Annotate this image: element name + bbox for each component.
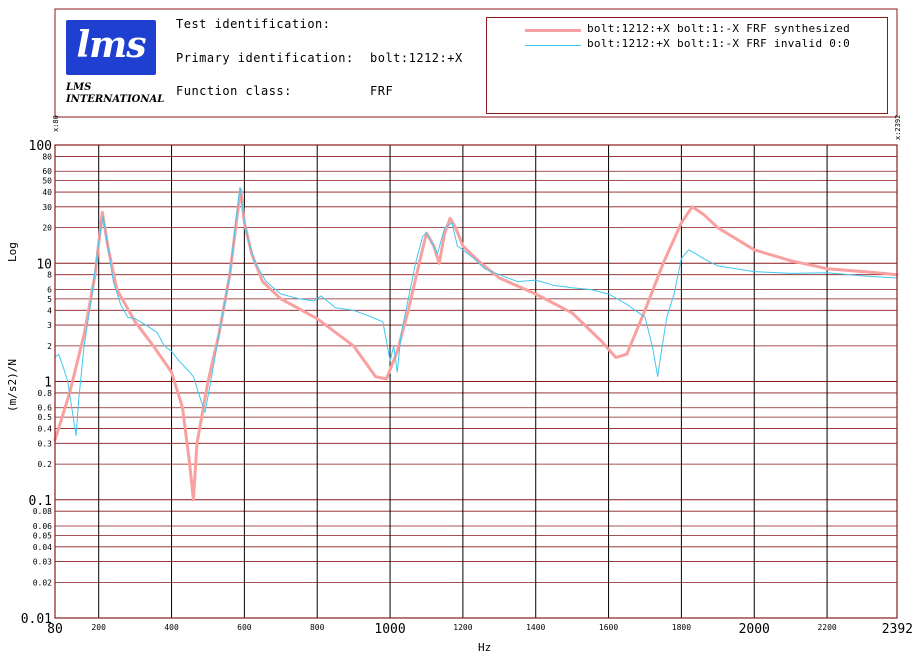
y-axis-label-unit: (m/s2)/N	[6, 359, 19, 412]
y-tick-label: 0.1	[29, 494, 52, 509]
y-tick-label: 100	[29, 139, 52, 154]
cursor-label-right: x:2392	[894, 115, 902, 140]
series-line-synthesized	[53, 188, 899, 502]
primary-id-value: bolt:1212:+X	[370, 51, 463, 65]
legend-swatch-invalid	[525, 45, 581, 46]
company-name: LMS INTERNATIONAL	[66, 82, 164, 106]
legend-label-synthesized: bolt:1212:+X bolt:1:-X FRF synthesized	[587, 22, 851, 35]
y-tick-label: 4	[47, 306, 52, 315]
y-tick-label: 0.5	[38, 413, 53, 422]
test-id-label: Test identification:	[176, 17, 331, 31]
y-tick-label: 40	[42, 188, 52, 197]
y-tick-label: 0.02	[33, 578, 52, 587]
y-tick-label: 50	[42, 177, 52, 186]
legend-swatch-synthesized	[525, 29, 581, 32]
y-tick-label: 5	[47, 295, 52, 304]
x-tick-label: 200	[91, 623, 106, 632]
x-tick-label: 80	[47, 622, 63, 637]
y-tick-label: 6	[47, 285, 52, 294]
x-tick-label: 1000	[374, 622, 405, 637]
company-line-2: INTERNATIONAL	[66, 94, 165, 105]
y-tick-label: 10	[36, 257, 52, 272]
logo-text: lms	[76, 24, 146, 66]
x-tick-label: 1600	[599, 623, 618, 632]
series-layer	[53, 186, 899, 502]
grid	[55, 144, 897, 619]
x-tick-label: 600	[237, 623, 252, 632]
y-tick-label: 0.4	[38, 425, 53, 434]
series-line-invalid	[54, 186, 898, 436]
y-tick-label: 60	[42, 167, 52, 176]
y-tick-label: 0.03	[33, 558, 52, 567]
y-tick-label: 0.04	[33, 543, 52, 552]
cursor-label-left: x:80	[52, 115, 60, 132]
legend: bolt:1212:+X bolt:1:-X FRF synthesized b…	[486, 17, 888, 114]
function-class-value: FRF	[370, 84, 394, 98]
y-tick-label: 30	[42, 203, 52, 212]
y-tick-label: 2	[47, 342, 52, 351]
lms-logo: lms	[66, 20, 156, 75]
y-tick-label: 8	[47, 271, 52, 280]
company-line-1: LMS	[66, 82, 92, 93]
plot-area-border	[54, 144, 898, 619]
legend-label-invalid: bolt:1212:+X bolt:1:-X FRF invalid 0:0	[587, 37, 851, 50]
primary-id-label: Primary identification:	[176, 51, 354, 65]
y-tick-label: 0.05	[33, 531, 52, 540]
y-tick-label: 0.6	[38, 404, 53, 413]
x-tick-label: 1200	[453, 623, 472, 632]
y-tick-label: 0.3	[38, 439, 53, 448]
function-class-label: Function class:	[176, 84, 292, 98]
y-tick-label: 0.01	[21, 612, 52, 627]
x-tick-label: 400	[164, 623, 179, 632]
y-tick-label: 0.06	[33, 522, 52, 531]
x-tick-label: 1400	[526, 623, 545, 632]
y-axis-label-log: Log	[6, 242, 19, 262]
x-tick-label: 2000	[739, 622, 770, 637]
y-tick-label: 0.8	[38, 389, 53, 398]
x-tick-label: 2392	[882, 622, 913, 637]
x-tick-label: 1800	[672, 623, 691, 632]
y-tick-label: 0.2	[38, 460, 53, 469]
x-axis-label: Hz	[478, 641, 491, 654]
y-tick-label: 20	[42, 224, 52, 233]
y-tick-label: 3	[47, 321, 52, 330]
y-tick-label: 1	[44, 376, 52, 391]
y-tick-label: 80	[42, 152, 52, 161]
x-tick-label: 800	[310, 623, 325, 632]
x-tick-labels: 80 200 400 600 800 1000 1200 1400 1600 1800 2000 22…	[47, 622, 913, 637]
x-tick-label: 2200	[817, 623, 836, 632]
y-tick-label: 0.08	[33, 507, 52, 516]
